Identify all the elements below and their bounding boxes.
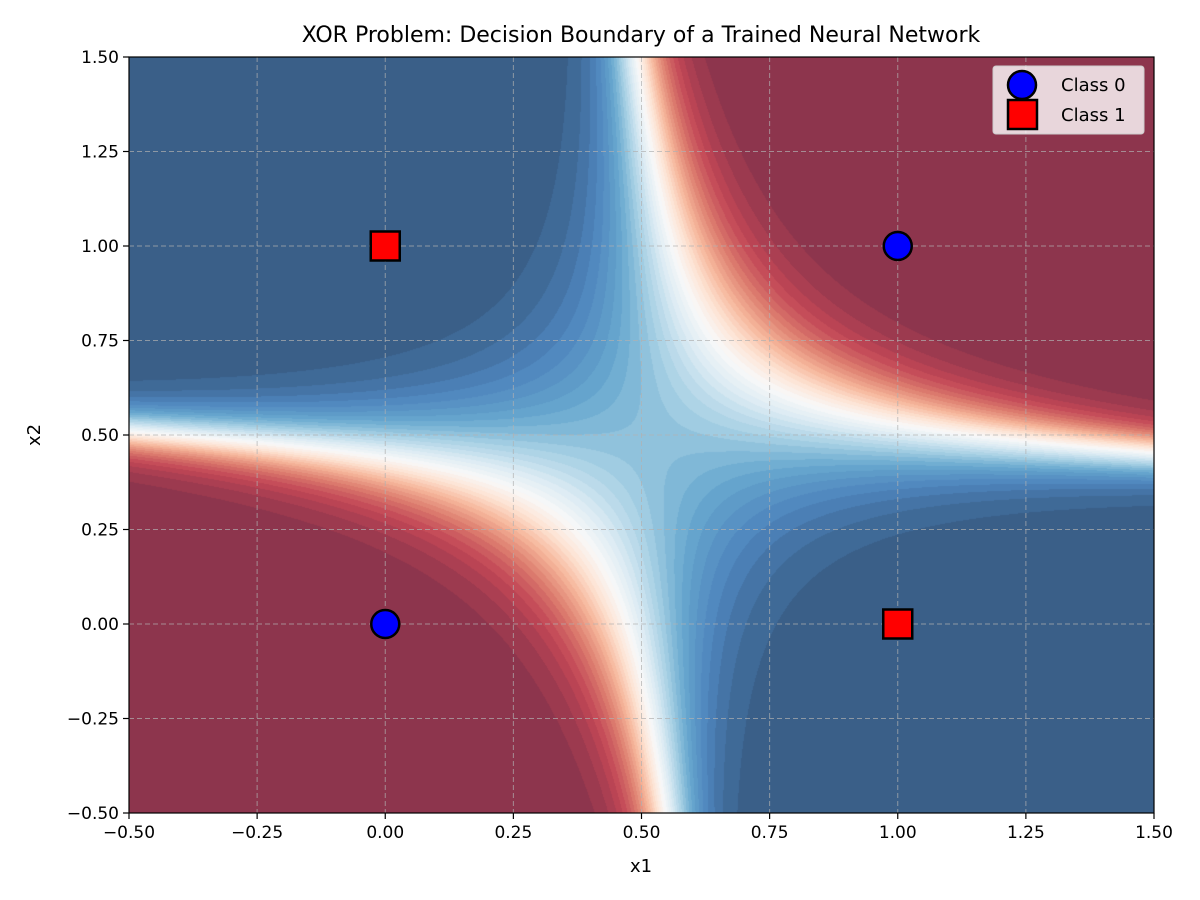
plot-area (129, 57, 1154, 813)
x-tick-label: 1.25 (1007, 823, 1045, 843)
x-axis-label: x1 (630, 856, 652, 877)
y-tick-label: 0.00 (81, 615, 119, 635)
y-axis-label: x2 (24, 424, 45, 446)
x-tick-label: −0.50 (103, 823, 155, 843)
x-tick-label: 0.25 (494, 823, 532, 843)
legend-marker-class-0 (1006, 69, 1038, 101)
y-tick-label: 1.00 (81, 237, 119, 257)
legend-marker-class-1 (1006, 98, 1039, 131)
y-tick-label: 1.25 (81, 143, 119, 163)
x-tick-label: 0.75 (751, 823, 789, 843)
x-tick-label: 1.00 (879, 823, 917, 843)
data-point-class-1 (882, 608, 914, 640)
y-tick-label: 1.50 (81, 48, 119, 68)
y-tick-label: 0.50 (81, 426, 119, 446)
data-point-class-0 (370, 608, 401, 640)
x-tick-label: 0.00 (366, 823, 404, 843)
data-point-class-0 (882, 230, 913, 262)
x-axis-ticks: −0.50 −0.25 0.00 0.25 0.50 0.75 1.00 1.25 1.50 (103, 813, 1173, 843)
legend-label-class-1: Class 1 (1061, 105, 1126, 126)
legend: Class 0 Class 1 (992, 65, 1145, 135)
data-point-class-1 (369, 230, 401, 262)
grid-lines (129, 57, 1154, 813)
y-tick-label: 0.25 (81, 521, 119, 541)
y-tick-label: −0.50 (67, 804, 119, 824)
data-points (369, 230, 914, 640)
x-tick-label: 0.50 (623, 823, 661, 843)
chart-title: XOR Problem: Decision Boundary of a Trai… (302, 23, 981, 48)
y-axis-ticks: −0.50 −0.25 0.00 0.25 0.50 0.75 1.00 1.25 1.50 (67, 48, 129, 824)
x-tick-label: 1.50 (1135, 823, 1173, 843)
legend-label-class-0: Class 0 (1061, 75, 1126, 96)
x-tick-label: −0.25 (231, 823, 283, 843)
y-tick-label: 0.75 (81, 332, 119, 352)
y-tick-label: −0.25 (67, 710, 119, 730)
